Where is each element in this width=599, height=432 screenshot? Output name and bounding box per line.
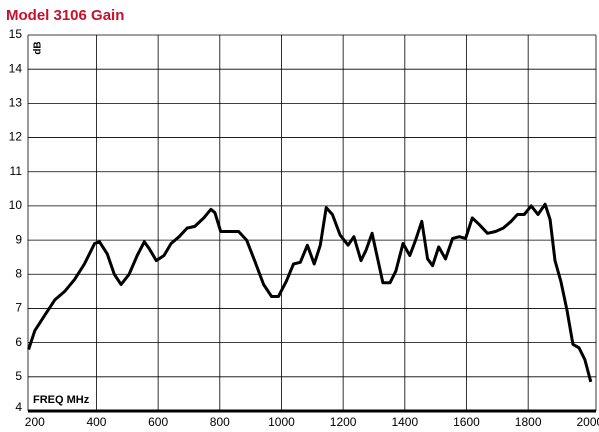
y-tick-label: 14 [9, 61, 23, 75]
x-tick-label: 600 [148, 415, 168, 429]
chart-title: Model 3106 Gain [6, 7, 124, 24]
x-tick-label: 1000 [268, 415, 295, 429]
x-tick-label: 800 [210, 415, 230, 429]
line-series [27, 202, 593, 383]
y-tick-label: 7 [15, 301, 22, 315]
y-tick-label: 9 [15, 232, 22, 246]
y-axis-label: dB [33, 41, 44, 54]
y-tick-label: 11 [10, 164, 23, 178]
x-axis-label: FREQ MHz [33, 394, 90, 406]
y-tick-label: 8 [15, 266, 22, 280]
y-tick-label: 10 [9, 198, 23, 212]
x-tick-label: 2000 [576, 415, 599, 429]
y-tick-label: 13 [9, 96, 23, 110]
x-tick-label: 1600 [453, 415, 480, 429]
y-tick-label: 12 [9, 130, 23, 144]
y-tick-label: 15 [9, 27, 23, 41]
x-tick-label: 400 [86, 415, 106, 429]
x-tick-label: 1200 [330, 415, 357, 429]
y-tick-label: 6 [15, 335, 22, 349]
y-tick-label: 4 [15, 400, 22, 414]
y-tick-label: 5 [15, 369, 22, 383]
x-tick-label: 1800 [515, 415, 542, 429]
x-tick-label: 1400 [391, 415, 418, 429]
x-tick-label: 200 [25, 415, 45, 429]
